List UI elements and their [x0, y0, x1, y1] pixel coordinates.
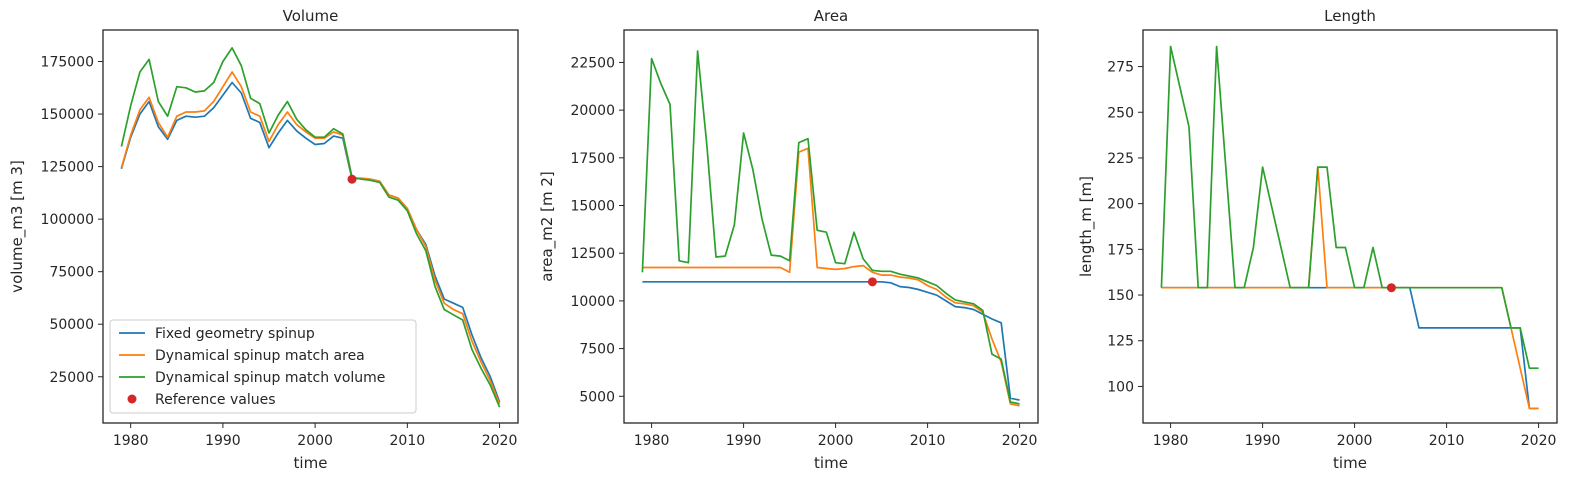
y-tick-label: 17500: [570, 151, 615, 167]
x-tick-label: 1990: [205, 433, 241, 449]
series-line-3: [120, 47, 501, 408]
panel-title: Length: [1324, 7, 1376, 25]
x-tick-label: 2000: [1337, 433, 1373, 449]
y-tick-label: 20000: [570, 103, 615, 119]
y-tick-label: 175: [1107, 242, 1134, 258]
y-tick-label: 25000: [49, 370, 94, 386]
series-line-1: [642, 280, 1020, 401]
reference-point: [1386, 283, 1396, 293]
y-tick-label: 5000: [579, 389, 615, 405]
x-tick-label: 2010: [1429, 433, 1465, 449]
reference-point: [867, 277, 877, 287]
series-line-1: [120, 81, 501, 403]
legend-label: Dynamical spinup match area: [155, 348, 365, 364]
y-tick-label: 10000: [570, 294, 615, 310]
y-tick-label: 200: [1107, 197, 1134, 213]
legend-label: Reference values: [155, 392, 275, 408]
x-axis-label: time: [294, 454, 328, 472]
legend: Fixed geometry spinup Dynamical spinup ma…: [109, 319, 417, 414]
series-line-3: [1160, 45, 1539, 370]
y-tick-label: 12500: [570, 246, 615, 262]
reference-point: [347, 174, 357, 184]
y-tick-label: 7500: [579, 342, 615, 358]
y-tick-label: 75000: [49, 265, 94, 281]
y-axis-label: area_m2 [m 2]: [538, 171, 557, 282]
x-tick-label: 2000: [297, 433, 333, 449]
x-tick-label: 2000: [818, 433, 854, 449]
panel-title: Volume: [283, 7, 339, 25]
x-tick-label: 1980: [113, 433, 149, 449]
y-tick-label: 250: [1107, 105, 1134, 121]
y-tick-label: 125000: [41, 160, 94, 176]
series-line-2: [642, 147, 1020, 407]
y-tick-label: 15000: [570, 199, 615, 215]
x-tick-label: 1980: [634, 433, 670, 449]
y-tick-label: 100000: [41, 212, 94, 228]
legend-marker: [127, 394, 137, 404]
x-tick-label: 2020: [1521, 433, 1557, 449]
y-axis-label: volume_m3 [m 3]: [8, 160, 27, 293]
y-tick-label: 100: [1107, 379, 1134, 395]
y-tick-label: 275: [1107, 60, 1134, 76]
y-tick-label: 50000: [49, 317, 94, 333]
x-tick-label: 2020: [482, 433, 518, 449]
panel-volume: 1980 1990 2000 2010 2020 25000 50000 75000 10000…: [8, 7, 519, 472]
plot-frame: [102, 29, 519, 424]
series-line-1: [1161, 286, 1539, 410]
y-tick-label: 150000: [41, 107, 94, 123]
legend-label: Fixed geometry spinup: [155, 326, 315, 342]
x-axis-label: time: [814, 454, 848, 472]
panel-title: Area: [814, 7, 849, 25]
panel-length: 1980 1990 2000 2010 2020 100 125 150 175 200 225 25…: [1077, 7, 1558, 472]
y-axis-label: length_m [m]: [1077, 176, 1096, 277]
y-tick-label: 22500: [570, 55, 615, 71]
x-tick-label: 2020: [1002, 433, 1038, 449]
x-tick-label: 2010: [390, 433, 426, 449]
legend-box: [109, 319, 417, 414]
panel-area: 1980 1990 2000 2010 2020 5000 7500 10000 12500 15…: [538, 7, 1039, 472]
y-tick-label: 175000: [41, 55, 94, 71]
y-tick-label: 125: [1107, 334, 1134, 350]
y-tick-label: 150: [1107, 288, 1134, 304]
series-line-3: [641, 50, 1020, 405]
x-axis-label: time: [1333, 454, 1367, 472]
plot-frame: [1142, 29, 1558, 424]
plot-frame: [623, 29, 1039, 424]
x-tick-label: 1990: [1245, 433, 1281, 449]
series-line-2: [120, 71, 501, 405]
legend-label: Dynamical spinup match volume: [155, 370, 385, 386]
x-tick-label: 1980: [1153, 433, 1189, 449]
x-tick-label: 1990: [726, 433, 762, 449]
x-tick-label: 2010: [910, 433, 946, 449]
y-tick-label: 225: [1107, 151, 1134, 167]
